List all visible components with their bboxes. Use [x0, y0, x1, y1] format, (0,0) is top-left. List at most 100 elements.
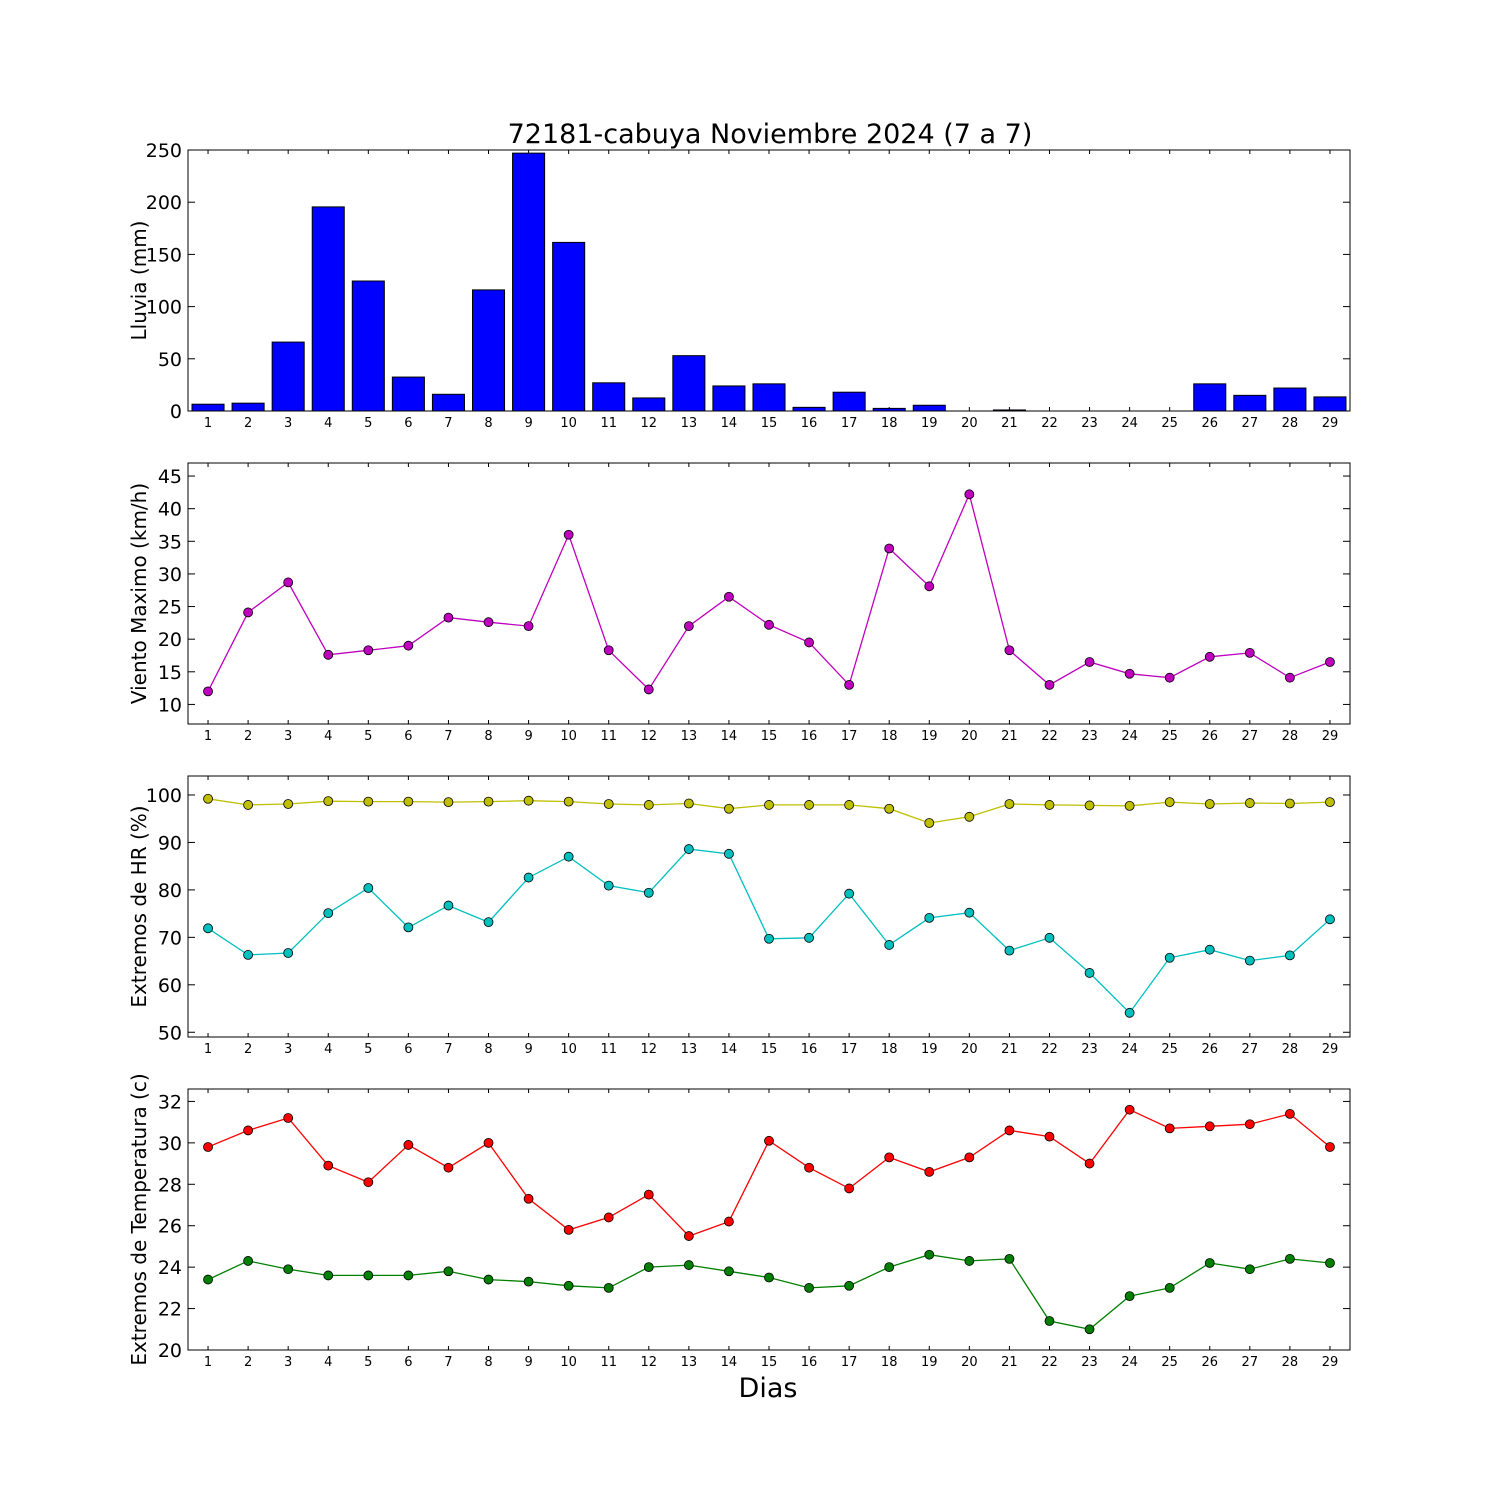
x-tick-label: 29 [1322, 1042, 1339, 1057]
x-tick-label: 17 [841, 1355, 858, 1370]
x-tick-label: 26 [1201, 416, 1218, 431]
x-tick-label: 6 [404, 1042, 412, 1057]
point-s2-17 [844, 1280, 855, 1291]
x-tick-label: 5 [364, 1355, 372, 1370]
point-s1-4 [323, 1160, 334, 1171]
point-s2-16 [804, 1282, 814, 1293]
point-s1-21 [1004, 645, 1015, 656]
x-tick-label: 11 [600, 729, 617, 744]
point-s2-24 [1124, 1007, 1135, 1018]
point-s1-7 [443, 797, 454, 807]
x-tick-label: 17 [841, 416, 858, 431]
series-line-2 [207, 848, 1331, 1014]
x-tick-label: 22 [1041, 416, 1058, 431]
x-tick-label: 28 [1282, 416, 1299, 431]
x-tick-label: 24 [1121, 1042, 1138, 1057]
x-tick-label: 14 [721, 1042, 738, 1057]
point-s2-7 [443, 1266, 454, 1277]
y-tick-label: 80 [158, 880, 182, 902]
x-tick-label: 25 [1161, 729, 1178, 744]
point-s1-1 [203, 793, 213, 804]
point-s1-13 [683, 798, 694, 809]
point-s1-3 [283, 1113, 294, 1123]
bar-21 [992, 409, 1026, 412]
x-tick-label: 3 [284, 416, 292, 431]
point-s2-24 [1124, 1291, 1135, 1302]
x-tick-label: 21 [1001, 1042, 1018, 1057]
x-tick-label: 15 [761, 729, 778, 744]
point-s2-2 [243, 1256, 254, 1266]
point-s1-23 [1084, 800, 1095, 811]
point-s2-26 [1204, 944, 1215, 955]
bar-13 [672, 355, 706, 412]
x-tick-label: 14 [721, 729, 738, 744]
bar-26 [1193, 383, 1227, 412]
point-s1-17 [844, 679, 855, 690]
point-s1-27 [1244, 1119, 1255, 1130]
x-tick-label: 21 [1001, 1355, 1018, 1370]
y-tick-label: 35 [158, 531, 182, 553]
point-s1-29 [1325, 1142, 1335, 1152]
x-tick-label: 11 [600, 1355, 617, 1370]
point-s1-23 [1084, 1158, 1095, 1169]
point-s1-22 [1044, 1131, 1055, 1142]
y-tick-label: 70 [158, 927, 182, 949]
x-tick-label: 26 [1201, 1042, 1218, 1057]
x-tick-label: 9 [524, 729, 532, 744]
point-s1-12 [643, 1189, 654, 1200]
point-s2-22 [1044, 932, 1055, 943]
point-s1-19 [924, 1166, 935, 1177]
x-tick-label: 3 [284, 1042, 292, 1057]
point-s1-28 [1284, 798, 1295, 809]
x-tick-label: 14 [721, 1355, 738, 1370]
point-s1-24 [1124, 1104, 1135, 1115]
x-tick-label: 7 [444, 416, 452, 431]
point-s1-18 [884, 1152, 895, 1163]
point-s2-9 [523, 872, 534, 883]
x-tick-label: 21 [1001, 729, 1018, 744]
x-tick-label: 21 [1001, 416, 1018, 431]
x-tick-label: 27 [1242, 1042, 1259, 1057]
y-tick-label: 50 [158, 1022, 182, 1044]
x-tick-label: 13 [681, 729, 698, 744]
x-tick-label: 22 [1041, 1042, 1058, 1057]
point-s1-13 [683, 1231, 694, 1241]
x-tick-label: 17 [841, 1042, 858, 1057]
x-tick-label: 26 [1201, 729, 1218, 744]
point-s2-18 [884, 940, 895, 950]
bar-16 [792, 406, 826, 412]
x-tick-label: 1 [204, 1042, 212, 1057]
point-s2-6 [403, 1270, 414, 1281]
point-s1-15 [764, 619, 774, 630]
x-tick-label: 22 [1041, 1355, 1058, 1370]
point-s1-5 [363, 1177, 374, 1188]
point-s1-8 [483, 1137, 494, 1148]
x-tick-label: 9 [524, 1355, 532, 1370]
x-tick-label: 28 [1282, 729, 1299, 744]
point-s1-16 [804, 800, 814, 810]
x-tick-label: 4 [324, 1042, 332, 1057]
point-s1-29 [1325, 797, 1335, 807]
point-s2-29 [1325, 1258, 1335, 1268]
point-s2-22 [1044, 1316, 1055, 1326]
x-tick-label: 3 [284, 1355, 292, 1370]
point-s1-17 [844, 800, 855, 810]
bar-11 [592, 382, 626, 412]
plot-frame [187, 462, 1351, 725]
y-tick-label: 24 [158, 1257, 182, 1279]
y-tick-label: 10 [158, 694, 182, 716]
x-tick-label: 9 [524, 416, 532, 431]
x-tick-label: 7 [444, 1042, 452, 1057]
point-s1-5 [363, 645, 374, 656]
point-s2-19 [924, 912, 935, 923]
point-s2-11 [603, 1282, 614, 1293]
x-tick-label: 9 [524, 1042, 532, 1057]
point-s1-20 [964, 811, 975, 822]
x-tick-label: 1 [204, 416, 212, 431]
x-tick-label: 15 [761, 1042, 778, 1057]
x-tick-label: 12 [641, 416, 658, 431]
x-tick-label: 16 [801, 1355, 818, 1370]
point-s1-13 [683, 621, 694, 632]
